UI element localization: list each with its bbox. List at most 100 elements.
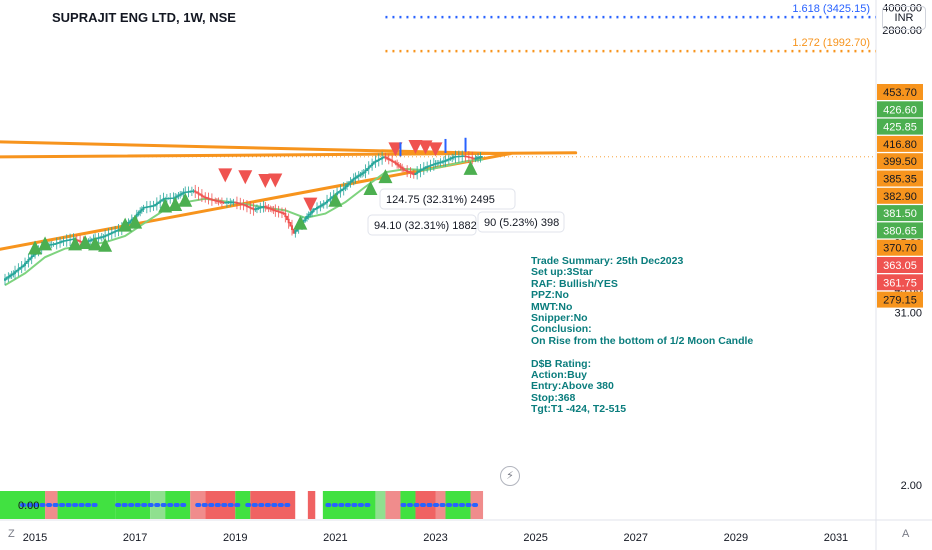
candle-body: [336, 192, 339, 195]
candle-body: [432, 163, 435, 166]
candle-body: [289, 221, 292, 227]
candle-body: [419, 169, 422, 172]
candle-body: [157, 201, 160, 204]
candle-body: [307, 214, 310, 218]
candle-body: [285, 215, 288, 221]
candle-body: [79, 240, 82, 243]
candle-body: [169, 197, 172, 200]
candle-body: [270, 208, 273, 211]
x-tick-label: 2027: [623, 532, 647, 544]
candle-body: [189, 190, 192, 193]
candle-body: [97, 237, 100, 239]
candle-body: [294, 230, 297, 234]
candle-body: [356, 175, 359, 179]
candle-body: [247, 205, 250, 208]
candle-body: [5, 277, 8, 280]
sell-signal-triangle: [218, 168, 233, 183]
indicator-dot: [331, 503, 338, 507]
candle-body: [282, 212, 285, 215]
indicator-dot: [406, 503, 413, 507]
buy-signal-triangle: [128, 214, 143, 229]
candle-body: [414, 172, 417, 176]
auto-scale-button[interactable]: A: [902, 528, 910, 540]
candle-body: [237, 202, 240, 205]
indicator-dot: [78, 503, 85, 507]
indicator-dot: [195, 503, 202, 507]
candle-body: [274, 209, 277, 212]
indicator-dot: [452, 503, 459, 507]
candle-body: [341, 188, 344, 192]
candle-body: [387, 158, 390, 161]
sell-signal-triangle: [408, 140, 423, 155]
candle-body: [471, 157, 474, 159]
candle-body: [449, 157, 452, 160]
candle-body: [179, 193, 182, 196]
indicator-dot: [325, 503, 332, 507]
indicator-dot: [59, 503, 66, 507]
buy-signal-triangle: [158, 198, 173, 213]
candle-body: [269, 207, 272, 210]
candle-body: [287, 218, 290, 224]
candle-body: [210, 198, 213, 201]
candle-body: [309, 212, 312, 216]
price-axis-label-box: [877, 187, 923, 204]
candle-body: [219, 201, 222, 203]
candle-body: [199, 193, 202, 196]
candle-body: [369, 164, 372, 168]
candle-body: [30, 255, 33, 259]
candle-body: [32, 254, 35, 257]
candle-body: [292, 228, 295, 234]
candle-body: [220, 201, 223, 204]
candle-body: [277, 210, 280, 213]
price-axis-label-box: [877, 153, 923, 170]
candle-body: [240, 203, 243, 206]
candle-body: [389, 158, 392, 162]
candle-body: [376, 159, 379, 162]
candle-body: [386, 157, 389, 160]
candle-body: [234, 201, 237, 204]
candle-body: [20, 265, 23, 269]
candle-body: [337, 191, 340, 194]
candle-body: [391, 159, 394, 162]
candle-body: [459, 155, 462, 158]
summary-line: Tgt:T1 -424, T2-515: [531, 403, 627, 416]
price-axis-label: 453.70: [883, 87, 917, 99]
indicator-segment: [375, 491, 386, 519]
candle-body: [321, 204, 324, 207]
candle-body: [422, 167, 425, 170]
indicator-segment: [315, 491, 323, 519]
y-tick-label: 2800.00: [882, 25, 922, 37]
candle-body: [392, 160, 395, 163]
indicator-dot: [160, 503, 167, 507]
timezone-button[interactable]: Z: [8, 528, 15, 540]
indicator-dot: [46, 503, 53, 507]
candle-body: [462, 155, 465, 157]
summary-line: Stop:368: [531, 391, 576, 404]
indicator-dot: [128, 503, 135, 507]
currency-button[interactable]: INR: [882, 6, 926, 30]
candle-body: [9, 274, 12, 278]
candle-body: [22, 264, 25, 268]
indicator-dot: [20, 503, 27, 507]
candle-body: [424, 166, 427, 169]
price-axis-label: 363.05: [883, 260, 917, 272]
price-axis-label: 370.70: [883, 243, 917, 255]
indicator-dot: [338, 503, 345, 507]
indicator-dot: [91, 503, 98, 507]
lightning-icon[interactable]: ⚡: [500, 466, 520, 486]
indicator-dot: [39, 503, 46, 507]
candle-body: [102, 235, 105, 238]
candle-body: [477, 157, 480, 159]
candle-body: [165, 197, 168, 200]
candle-body: [255, 207, 258, 210]
indicator-dot: [258, 503, 265, 507]
price-axis-label-box: [877, 84, 923, 100]
y-tick-label: 31.00: [894, 308, 922, 320]
candle-body: [57, 242, 60, 244]
price-axis-label: 279.15: [883, 295, 917, 307]
candle-body: [302, 219, 305, 223]
indicator-value-label: 0.00: [18, 500, 40, 512]
candle-body: [446, 159, 449, 162]
candle-body: [162, 198, 165, 201]
